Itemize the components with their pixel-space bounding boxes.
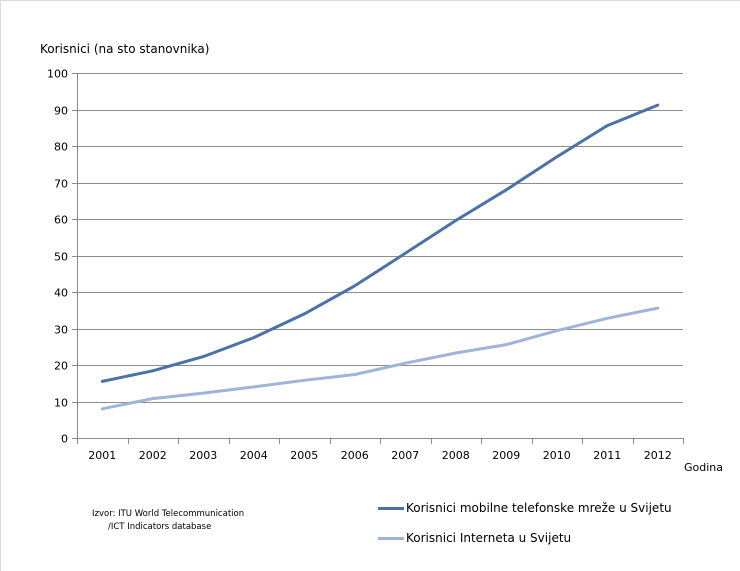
x-tick-label-2005: 2005 — [290, 449, 318, 462]
y-tick-label-0: 0 — [61, 433, 68, 446]
x-tick-label-2010: 2010 — [543, 449, 571, 462]
x-tick-label-2003: 2003 — [189, 449, 217, 462]
y-axis-label: Korisnici (na sto stanovnika) — [40, 42, 209, 56]
series-lines — [100, 103, 660, 411]
y-tick-label-100: 100 — [47, 68, 68, 81]
x-tick-labels: 2001 2002 2003 2004 2005 2006 2007 2008 2009 2010… — [88, 449, 672, 462]
x-tick-label-2009: 2009 — [492, 449, 520, 462]
legend-label-mobile: Korisnici mobilne telefonske mreže u Svi… — [406, 501, 672, 515]
x-tick-label-2012: 2012 — [644, 449, 672, 462]
x-tick-label-2004: 2004 — [240, 449, 268, 462]
x-tick-label-2011: 2011 — [593, 449, 621, 462]
source-line-1: Izvor: ITU World Telecommunication — [92, 509, 245, 519]
x-axis-label: Godina — [684, 461, 723, 474]
legend-item-internet: Korisnici Interneta u Svijetu — [378, 530, 571, 546]
y-tick-label-80: 80 — [54, 141, 68, 154]
gridlines — [77, 73, 683, 403]
y-tick-label-60: 60 — [54, 214, 68, 227]
source-note: Izvor: ITU World Telecommunication /ICT … — [92, 508, 244, 534]
y-tick-label-20: 20 — [54, 360, 68, 373]
legend-label-internet: Korisnici Interneta u Svijetu — [406, 531, 572, 545]
x-tick-label-2002: 2002 — [139, 449, 167, 462]
y-tick-label-30: 30 — [54, 324, 68, 337]
y-tick-label-90: 90 — [54, 105, 68, 118]
series-line-1 — [100, 306, 660, 411]
y-tick-label-40: 40 — [54, 287, 68, 300]
series-line-0 — [100, 103, 660, 383]
legend-item-mobile: Korisnici mobilne telefonske mreže u Svi… — [378, 500, 672, 516]
y-tick-label-10: 10 — [54, 397, 68, 410]
x-tick-label-2006: 2006 — [341, 449, 369, 462]
y-tick-label-70: 70 — [54, 178, 68, 191]
x-tick-label-2001: 2001 — [88, 449, 116, 462]
y-tick-labels: 0 10 20 30 40 50 60 70 80 90 100 — [47, 68, 68, 446]
x-tick-label-2007: 2007 — [391, 449, 419, 462]
legend-swatch-internet — [378, 536, 404, 540]
legend-swatch-mobile — [378, 506, 404, 510]
axes — [72, 73, 684, 444]
x-tick-label-2008: 2008 — [442, 449, 470, 462]
source-line-2: /ICT Indicators database — [108, 522, 212, 532]
y-tick-label-50: 50 — [54, 251, 68, 264]
